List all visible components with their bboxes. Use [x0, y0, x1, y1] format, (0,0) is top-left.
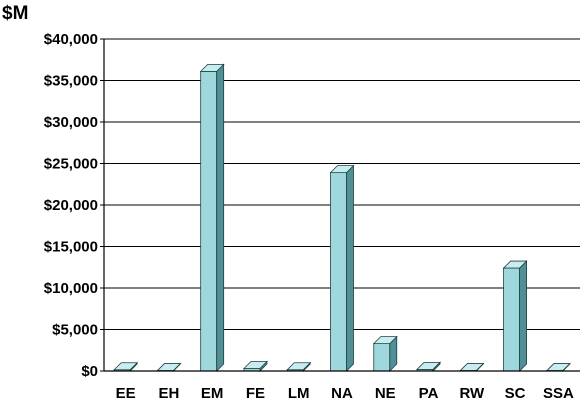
- bar-front: [373, 343, 391, 372]
- y-tick-label: $0: [81, 363, 98, 380]
- bar-top: [416, 361, 442, 370]
- bar-top: [372, 336, 398, 345]
- x-tick-label: FE: [246, 385, 265, 402]
- bar-top: [459, 363, 485, 371]
- x-tick-label: PA: [419, 385, 439, 402]
- bar-side: [346, 164, 354, 372]
- x-tick-label: EM: [201, 385, 224, 402]
- bar-front: [200, 70, 218, 372]
- y-axis-ticks: $0 $5,000 $10,000 $15,000 $20,000 $25,000 $30,…: [44, 31, 104, 380]
- y-tick-label: $10,000: [44, 280, 98, 297]
- bar-ne: [372, 335, 398, 372]
- bar-top: [242, 361, 268, 369]
- bar-top: [329, 165, 355, 174]
- y-tick-label: $30,000: [44, 114, 98, 131]
- bar-fe: [242, 360, 268, 372]
- bar-sc: [502, 260, 528, 372]
- unit-label: $M: [2, 3, 28, 24]
- bar-ssa: [545, 362, 571, 372]
- bar-rw: [459, 362, 485, 372]
- y-tick-label: $40,000: [44, 31, 98, 48]
- bar-top: [286, 362, 312, 371]
- x-tick-label: NE: [375, 385, 396, 402]
- x-tick-label: LM: [288, 385, 310, 402]
- axes: [103, 39, 580, 372]
- bars: [113, 63, 571, 372]
- x-tick-label: RW: [459, 385, 485, 402]
- y-tick-label: $20,000: [44, 197, 98, 214]
- bar-side: [519, 260, 527, 372]
- x-tick-label: EE: [116, 385, 136, 402]
- bar-ee: [113, 361, 139, 372]
- bar-eh: [156, 362, 182, 372]
- bar-na: [329, 164, 355, 372]
- bar-top: [156, 363, 182, 371]
- y-tick-label: $35,000: [44, 73, 98, 90]
- bar-top: [199, 63, 225, 72]
- x-tick-label: EH: [158, 385, 179, 402]
- bar-side: [216, 63, 225, 372]
- x-axis-labels: EE EH EM FE LM NA NE PA RW SC SSA: [116, 385, 574, 402]
- bar-top: [502, 260, 528, 269]
- x-tick-label: NA: [331, 385, 353, 402]
- y-tick-label: $15,000: [44, 239, 98, 256]
- y-tick-label: $5,000: [52, 322, 98, 339]
- bar-pa: [416, 361, 442, 372]
- bar-lm: [286, 361, 312, 372]
- bar-em: [199, 63, 225, 372]
- bar-top: [545, 363, 571, 371]
- bar-top: [113, 362, 139, 371]
- x-tick-label: SC: [505, 385, 526, 402]
- y-tick-label: $25,000: [44, 156, 98, 173]
- bar-front: [330, 172, 347, 372]
- x-tick-label: SSA: [543, 385, 574, 402]
- bar-front: [503, 267, 520, 372]
